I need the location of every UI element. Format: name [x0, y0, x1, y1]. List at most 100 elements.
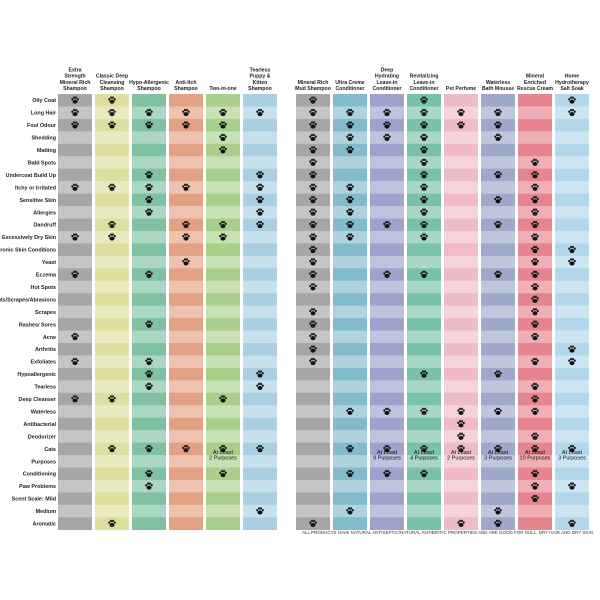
- paw-print-icon: [531, 482, 539, 490]
- column-band: [169, 330, 203, 344]
- column-band: [333, 156, 367, 169]
- column-band: [206, 181, 240, 194]
- paw-print-icon: [531, 307, 539, 316]
- column-header: Deep Hydrating Leave-in Conditioner: [372, 67, 401, 92]
- column-band: [296, 479, 330, 493]
- paw-print-icon: [108, 108, 116, 117]
- column-band: [169, 355, 203, 369]
- column-band: [206, 343, 240, 356]
- column-band: [333, 355, 367, 369]
- paw-print-icon: [145, 195, 153, 204]
- column-band: [206, 492, 240, 506]
- column-band: [518, 343, 552, 356]
- column-band: [444, 280, 478, 294]
- column-band: [555, 380, 589, 394]
- column-band: [243, 517, 277, 531]
- column-band: [481, 318, 515, 331]
- column-band: [132, 94, 166, 107]
- column-band: [95, 293, 129, 306]
- paw-print-icon: [145, 482, 153, 490]
- column-band: [132, 243, 166, 257]
- row-label: Cuts/Scrapes/Abrasions: [0, 297, 56, 303]
- column-band: [206, 380, 240, 394]
- paw-print-icon: [71, 357, 79, 366]
- row-label: Waterless: [31, 409, 56, 415]
- column-band: [333, 280, 367, 294]
- column-band: [243, 280, 277, 294]
- column-band: [169, 206, 203, 219]
- column-band: [444, 243, 478, 257]
- paw-print-icon: [309, 220, 317, 229]
- column-band: [444, 318, 478, 331]
- paw-print-icon: [108, 233, 116, 241]
- purposes-note: At Least 10 Purposes: [520, 450, 551, 462]
- column-band: [58, 255, 92, 269]
- column-band: [132, 504, 166, 518]
- column-band: [95, 355, 129, 369]
- row-label: Long Hair: [31, 111, 57, 117]
- column-band: [370, 230, 404, 244]
- column-band: [243, 230, 277, 244]
- column-band: [169, 455, 203, 468]
- paw-print-icon: [494, 195, 502, 204]
- column-band: [169, 504, 203, 518]
- column-band: [243, 479, 277, 493]
- row-label: Bald Spots: [28, 160, 56, 166]
- paw-print-icon: [531, 258, 539, 266]
- column-band: [95, 380, 129, 394]
- column-band: [169, 405, 203, 418]
- column-band: [370, 255, 404, 269]
- column-band: [243, 318, 277, 331]
- paw-print-icon: [383, 444, 391, 453]
- paw-print-icon: [494, 133, 502, 141]
- paw-print-icon: [309, 270, 317, 278]
- paw-print-icon: [420, 96, 428, 104]
- paw-print-icon: [531, 382, 539, 390]
- column-band: [132, 143, 166, 157]
- paw-print-icon: [145, 469, 153, 478]
- paw-print-icon: [531, 183, 539, 191]
- column-band: [370, 367, 404, 381]
- paw-print-icon: [568, 444, 576, 453]
- column-band: [481, 455, 515, 468]
- paw-print-icon: [531, 320, 539, 328]
- paw-print-icon: [309, 121, 317, 129]
- column-band: [370, 94, 404, 107]
- column-band: [444, 455, 478, 468]
- column-band: [95, 131, 129, 145]
- row-label: Dandruff: [34, 223, 57, 229]
- paw-print-icon: [145, 108, 153, 117]
- column-band: [58, 305, 92, 319]
- column-band: [555, 230, 589, 244]
- column-header: Anti-Itch Shampoo: [174, 80, 198, 92]
- column-band: [407, 492, 441, 506]
- column-band: [407, 430, 441, 443]
- column-band: [555, 143, 589, 157]
- column-header: Mineral Rich Mud Shampoo: [295, 80, 331, 92]
- paw-print-icon: [309, 258, 317, 266]
- column-band: [243, 405, 277, 418]
- column-band: [243, 94, 277, 107]
- column-band: [333, 268, 367, 282]
- column-band: [481, 255, 515, 269]
- column-band: [444, 492, 478, 506]
- row-label: Yeast: [42, 260, 56, 266]
- column-band: [370, 280, 404, 294]
- column-band: [481, 479, 515, 493]
- column-band: [333, 293, 367, 306]
- column-band: [481, 143, 515, 157]
- paw-print-icon: [531, 171, 539, 179]
- row-label: Deodorizer: [28, 434, 57, 440]
- column-band: [243, 255, 277, 269]
- paw-print-icon: [383, 133, 391, 141]
- column-band: [132, 417, 166, 431]
- row-label: Matting: [37, 148, 56, 154]
- column-band: [243, 143, 277, 157]
- column-band: [370, 156, 404, 169]
- column-band: [444, 293, 478, 306]
- column-band: [58, 479, 92, 493]
- row-label: Aromatic: [33, 522, 56, 528]
- column-band: [555, 405, 589, 418]
- column-band: [555, 455, 589, 468]
- column-band: [132, 293, 166, 306]
